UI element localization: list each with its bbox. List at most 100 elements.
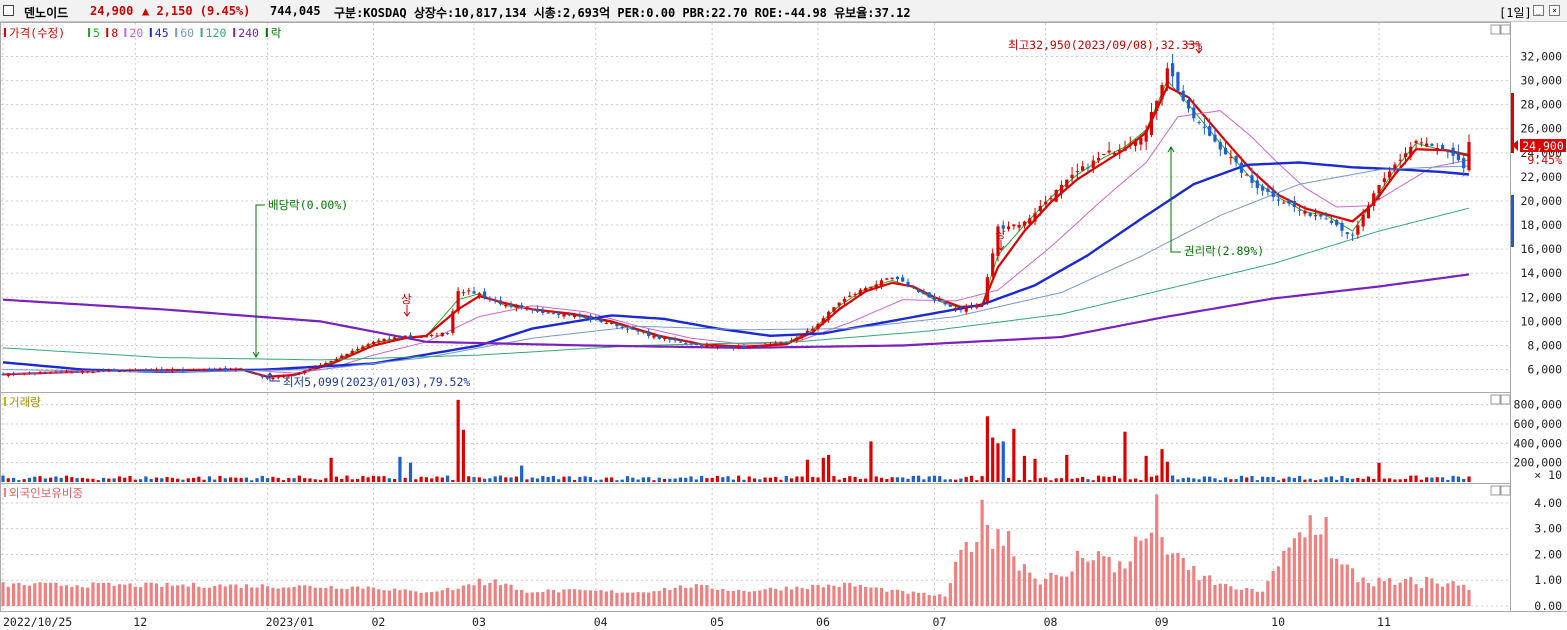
- current-price: 24,900: [90, 4, 134, 18]
- period-selector[interactable]: [1일]: [1499, 6, 1532, 20]
- volume-bar: [1377, 462, 1381, 482]
- foreign-bar: [1081, 557, 1085, 606]
- price-tick-label: 16,000: [1520, 242, 1562, 256]
- volume-bar: [1065, 454, 1069, 482]
- foreign-bar: [1435, 583, 1439, 606]
- candle-body: [588, 315, 593, 320]
- candle-body: [398, 336, 402, 338]
- volume-bar: [996, 443, 1000, 482]
- foreign-bar: [805, 589, 810, 606]
- foreign-bar: [832, 585, 836, 606]
- foreign-bar: [493, 579, 497, 606]
- candle-body: [805, 330, 810, 333]
- minimize-icon[interactable]: _: [1533, 5, 1544, 16]
- candle-body: [991, 253, 995, 276]
- foreign-bar: [996, 529, 1000, 606]
- volume-bar: [916, 475, 921, 482]
- foreign-close-icon[interactable]: [1500, 485, 1511, 496]
- volume-bar: [1049, 480, 1053, 482]
- foreign-bar: [1398, 582, 1402, 606]
- foreign-bar: [1065, 576, 1069, 606]
- candle-body: [747, 346, 751, 349]
- volume-minimize-icon[interactable]: [1490, 394, 1501, 405]
- volume-bar: [1276, 480, 1281, 482]
- candle-body: [1372, 193, 1376, 206]
- candle-body: [1271, 190, 1275, 198]
- volume-bar: [49, 477, 53, 482]
- foreign-bar: [1218, 583, 1222, 606]
- current-price-marker: 24,900 9.45%: [1511, 93, 1566, 247]
- foreign-bar: [1356, 582, 1360, 606]
- foreign-bar: [276, 588, 280, 606]
- candle-body: [1345, 232, 1349, 235]
- volume-bar: [467, 476, 471, 482]
- candle-body: [795, 337, 799, 341]
- volume-bar: [440, 477, 444, 482]
- foreign-bar: [604, 591, 608, 606]
- panel-close-icon[interactable]: [1500, 24, 1511, 35]
- volume-bar: [943, 479, 947, 482]
- volume-bar: [842, 477, 847, 482]
- volume-bar: [371, 475, 376, 482]
- foreign-bar: [1012, 556, 1016, 606]
- foreign-bar: [250, 587, 254, 606]
- foreign-bar: [827, 584, 831, 606]
- candle-body: [176, 370, 180, 372]
- foreign-bar: [731, 590, 735, 606]
- price-legend: 가격(수정) 5 8 20 45 60 120 240 락: [4, 26, 282, 40]
- foreign-bar: [154, 583, 159, 606]
- candle-body: [488, 298, 492, 300]
- candle-body: [1409, 146, 1413, 157]
- candle-body: [964, 307, 968, 312]
- candle-body: [1165, 68, 1169, 87]
- candle-body: [827, 311, 831, 321]
- volume-bar: [520, 465, 524, 482]
- candle-body: [932, 296, 937, 301]
- close-icon[interactable]: ×: [1549, 5, 1560, 16]
- foreign-bar: [1017, 570, 1021, 606]
- volume-bar: [557, 479, 561, 482]
- volume-bar: [1165, 461, 1169, 482]
- volume-bar: [504, 477, 508, 482]
- volume-bar: [726, 476, 730, 482]
- volume-bar: [1356, 477, 1360, 482]
- foreign-bar: [1202, 575, 1206, 606]
- foreign-bar: [1181, 557, 1185, 606]
- foreign-bar: [1165, 554, 1169, 606]
- candle-body: [408, 335, 413, 337]
- candle-body: [1160, 85, 1164, 100]
- volume-bar: [451, 479, 455, 482]
- volume-bar: [1350, 478, 1355, 482]
- volume-bar: [594, 480, 598, 482]
- candle-body: [641, 331, 645, 333]
- candle-body: [377, 340, 381, 343]
- candle-body: [715, 345, 720, 348]
- panel-minimize-icon[interactable]: [1490, 24, 1501, 35]
- volume-bar: [1086, 479, 1090, 482]
- grid-lines: [1, 23, 1510, 611]
- foreign-bar: [22, 585, 26, 606]
- candle-body: [472, 291, 476, 294]
- candle-body: [901, 277, 905, 282]
- foreign-minimize-icon[interactable]: [1490, 485, 1501, 496]
- volume-bar: [1171, 475, 1175, 482]
- select-checkbox[interactable]: [3, 5, 14, 16]
- price-tick-label: 18,000: [1520, 218, 1562, 232]
- volume-bar: [1160, 449, 1164, 482]
- volume-close-icon[interactable]: [1500, 394, 1511, 405]
- volume-bar: [128, 476, 132, 482]
- candle-body: [816, 323, 820, 329]
- candle-body: [1388, 171, 1392, 178]
- foreign-bar: [514, 589, 518, 606]
- foreign-bar: [80, 587, 84, 606]
- foreign-bar: [1377, 577, 1381, 606]
- candle-body: [1049, 198, 1053, 200]
- volume-bar: [1425, 477, 1429, 482]
- foreign-bar: [281, 587, 286, 606]
- volume-bar: [350, 479, 354, 482]
- foreign-bar: [483, 585, 487, 606]
- candle-body: [943, 302, 947, 305]
- candle-body: [260, 375, 264, 378]
- candle-body: [578, 314, 582, 317]
